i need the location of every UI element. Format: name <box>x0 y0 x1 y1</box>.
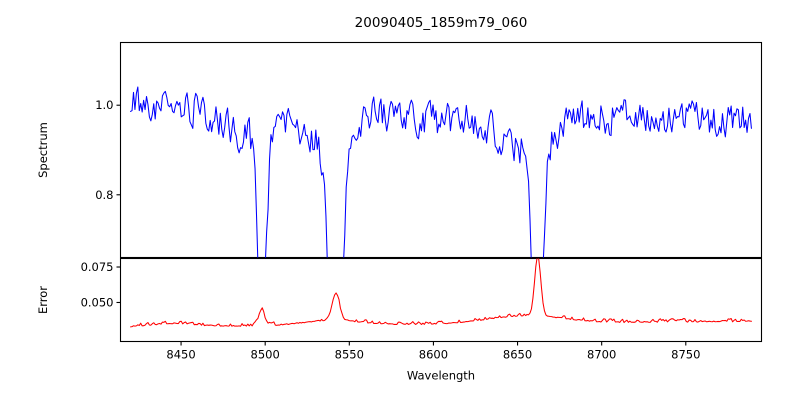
spectrum-ylabel: Spectrum <box>36 122 50 178</box>
x-tick-label: 8700 <box>587 348 616 362</box>
x-tick-label: 8650 <box>503 348 532 362</box>
spectrum-ytick-label: 0.8 <box>95 188 113 202</box>
error-ytick-label: 0.075 <box>81 260 114 274</box>
x-tick-label: 8600 <box>419 348 448 362</box>
error-ylabel: Error <box>36 286 50 314</box>
x-tick-label: 8500 <box>251 348 280 362</box>
x-axis-label: Wavelength <box>407 369 475 383</box>
error-ytick-label: 0.050 <box>81 295 114 309</box>
error-data-line <box>130 258 752 328</box>
chart-title: 20090405_1859m79_060 <box>355 15 528 31</box>
spectrum-data-line <box>130 86 752 258</box>
x-tick-label: 8450 <box>166 348 195 362</box>
x-tick-label: 8750 <box>671 348 700 362</box>
x-tick-label: 8550 <box>335 348 364 362</box>
spectrum-panel-frame <box>119 41 763 259</box>
spectrum-ytick-label: 1.0 <box>95 98 113 112</box>
error-panel-frame <box>119 257 763 343</box>
